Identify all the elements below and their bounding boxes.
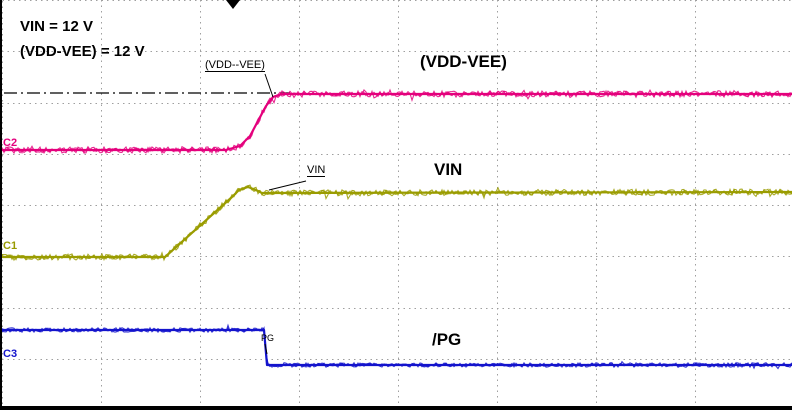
trace-c1 xyxy=(2,185,792,259)
test-conditions: VIN = 12 V (VDD-VEE) = 12 V xyxy=(20,14,145,64)
channel-marker-c1: C1 xyxy=(3,240,18,252)
trace-c2 xyxy=(2,92,792,152)
callout-vddvee: (VDD--VEE) xyxy=(205,59,265,72)
condition-vddvee: (VDD-VEE) = 12 V xyxy=(20,43,145,60)
channel-marker-c3: C3 xyxy=(3,348,18,360)
trace-label-vddvee: (VDD-VEE) xyxy=(420,52,507,71)
channel-marker-c2: C2 xyxy=(3,137,18,149)
trace-label-vin: VIN xyxy=(434,160,463,179)
callout-pg: PG xyxy=(261,333,275,343)
condition-vin: VIN = 12 V xyxy=(20,18,93,35)
trace-label-pg: /PG xyxy=(432,330,462,349)
callout-vin: VIN xyxy=(307,164,326,177)
trigger-marker xyxy=(226,0,240,9)
